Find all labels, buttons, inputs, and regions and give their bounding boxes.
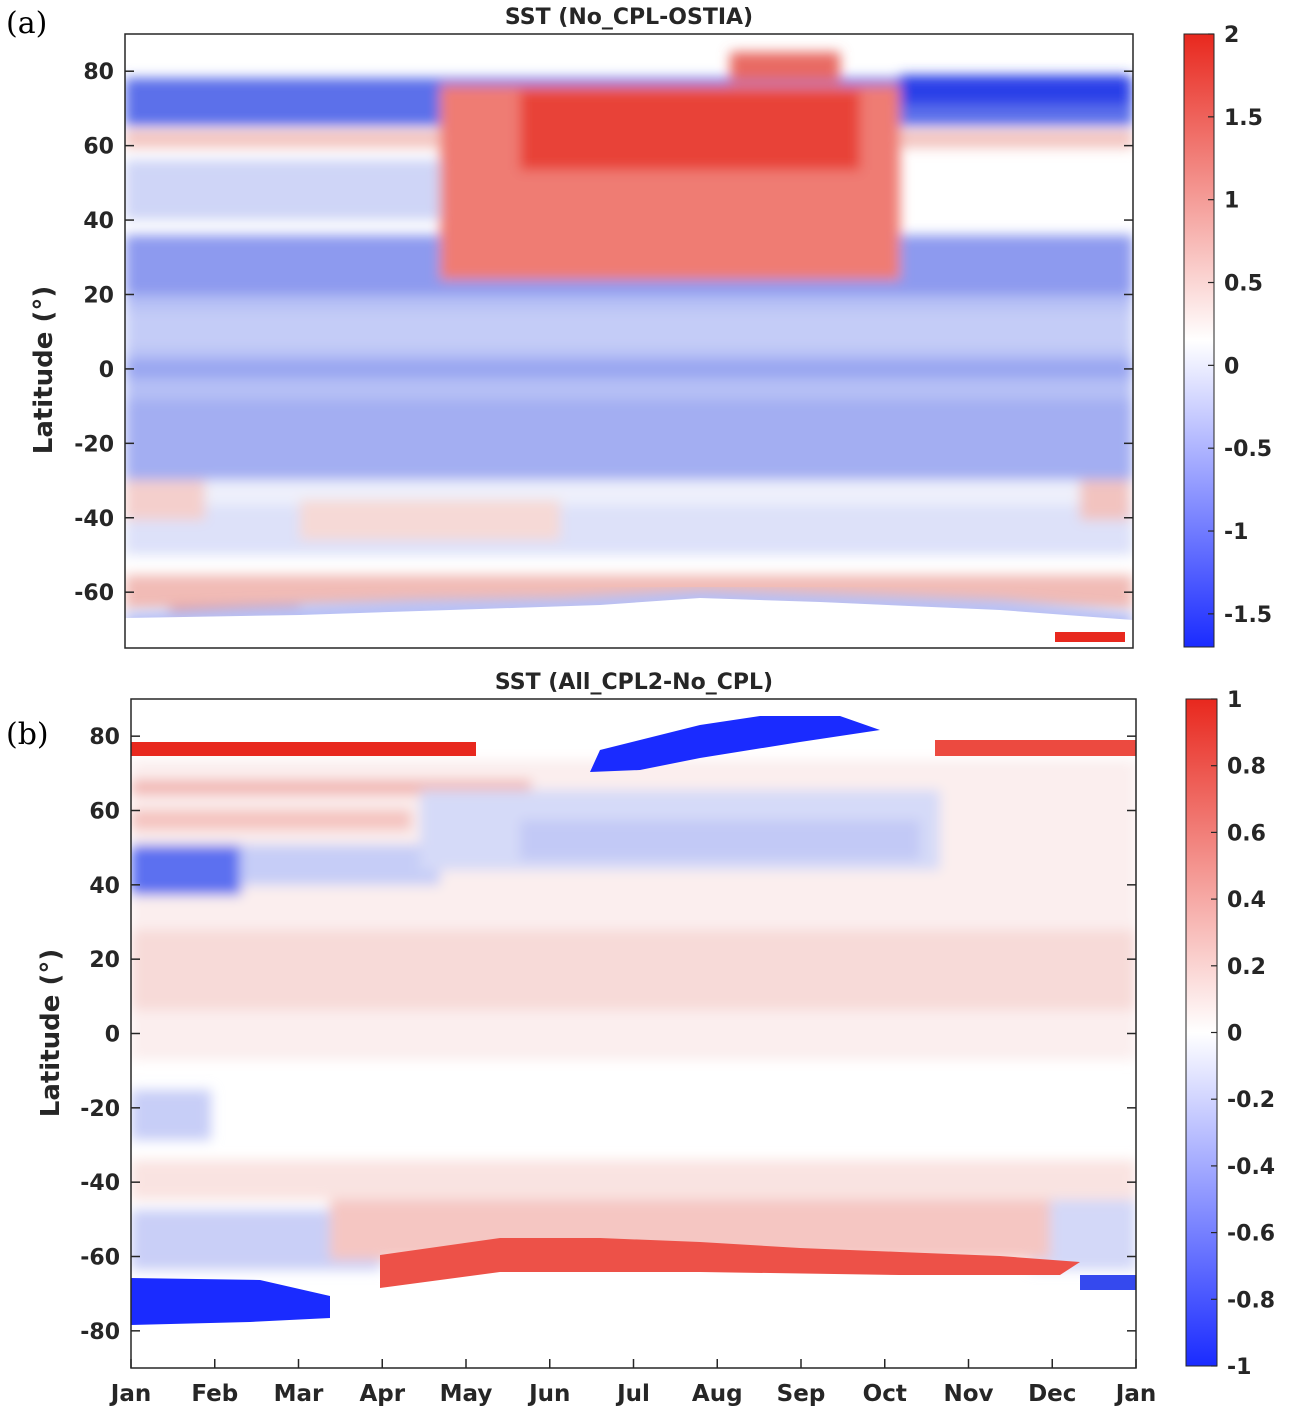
panel-b-colorbar-ticks: 1 0.8 0.6 0.4 0.2 0 -0.2 -0.4 -0.6 -0.8 -1 <box>1211 688 1275 1380</box>
x-tick-label: Jun <box>527 1381 570 1407</box>
y-tick-label: 80 <box>89 725 120 750</box>
colorbar-tick-label: 0.2 <box>1227 955 1266 980</box>
colorbar-tick-label: 0.4 <box>1227 888 1266 913</box>
colorbar-tick-label: -0.4 <box>1227 1155 1275 1180</box>
colorbar-tick-label: -0.6 <box>1227 1222 1275 1247</box>
x-tick-label: Dec <box>1028 1381 1076 1407</box>
panel-b-y-axis-label: Latitude (°) <box>36 949 66 1117</box>
x-tick-label: Jan <box>109 1381 151 1407</box>
panel-a-colorbar <box>1183 33 1215 648</box>
y-tick-label: 40 <box>83 209 114 234</box>
colorbar-tick-label: -0.2 <box>1227 1088 1275 1113</box>
x-tick-label: Sep <box>777 1381 826 1407</box>
panel-a: (a) SST (No_CPL-OSTIA) <box>6 5 1272 649</box>
colorbar-tick-label: 2 <box>1224 23 1239 48</box>
y-tick-label: -40 <box>80 1171 120 1196</box>
colorbar-tick-label: -0.5 <box>1224 437 1272 462</box>
x-tick-label: Oct <box>863 1381 907 1407</box>
colorbar-tick-label: -1 <box>1227 1355 1251 1380</box>
y-tick-label: 20 <box>83 283 114 308</box>
y-tick-label: 0 <box>105 1023 120 1048</box>
colorbar-tick-label: 1.5 <box>1224 106 1263 131</box>
colorbar-tick-label: 1 <box>1224 189 1239 214</box>
panel-b-x-ticks: Jan Feb Mar Apr May Jun Jul Aug Sep Oct Nov Dec Jan <box>109 1359 1156 1407</box>
panel-a-axes-box <box>124 33 1134 649</box>
colorbar-tick-label: 0 <box>1227 1022 1242 1047</box>
y-tick-label: 80 <box>83 60 114 85</box>
y-tick-label: 60 <box>89 800 120 825</box>
y-tick-label: -40 <box>74 507 114 532</box>
panel-b-title: SST (All_CPL2-No_CPL) <box>495 670 773 695</box>
panel-a-y-axis-label: Latitude (°) <box>29 286 59 454</box>
panel-a-title: SST (No_CPL-OSTIA) <box>505 5 753 30</box>
panel-b: (b) SST (All_CPL2-No_CPL) <box>6 670 1275 1407</box>
x-tick-label: Jan <box>1114 1381 1156 1407</box>
y-tick-label: 40 <box>89 874 120 899</box>
colorbar-tick-label: 0.6 <box>1227 821 1266 846</box>
x-tick-label: Jul <box>615 1381 650 1407</box>
colorbar-tick-label: 1 <box>1227 688 1242 713</box>
colorbar-tick-label: -1.5 <box>1224 603 1272 628</box>
y-tick-label: 0 <box>99 358 114 383</box>
colorbar-tick-label: 0 <box>1224 354 1239 379</box>
panel-a-y-ticks: 80 60 40 20 0 -20 -40 -60 <box>74 60 1133 606</box>
colorbar-tick-label: 0.8 <box>1227 755 1266 780</box>
panel-b-label: (b) <box>6 717 49 752</box>
x-tick-label: Nov <box>943 1381 993 1407</box>
y-tick-label: -60 <box>80 1246 120 1271</box>
y-tick-label: -60 <box>74 581 114 606</box>
panel-a-colorbar-ticks: 2 1.5 1 0.5 0 -0.5 -1 -1.5 <box>1208 23 1272 628</box>
x-tick-label: Apr <box>359 1381 405 1407</box>
y-tick-label: 60 <box>83 135 114 160</box>
x-tick-label: May <box>440 1381 493 1407</box>
panel-a-heatmap <box>125 34 1133 648</box>
y-tick-label: 20 <box>89 948 120 973</box>
panel-b-heatmap <box>131 699 1136 1368</box>
panel-b-y-ticks: 80 60 40 20 0 -20 -40 -60 -80 <box>80 725 1136 1345</box>
y-tick-label: -20 <box>80 1097 120 1122</box>
panel-a-label: (a) <box>6 6 47 41</box>
x-tick-label: Mar <box>274 1381 324 1407</box>
colorbar-tick-label: 0.5 <box>1224 272 1263 297</box>
x-tick-label: Feb <box>191 1381 238 1407</box>
y-tick-label: -20 <box>74 432 114 457</box>
colorbar-tick-label: -0.8 <box>1227 1288 1275 1313</box>
colorbar-tick-label: -1 <box>1224 520 1248 545</box>
x-tick-label: Aug <box>692 1381 743 1407</box>
y-tick-label: -80 <box>80 1320 120 1345</box>
